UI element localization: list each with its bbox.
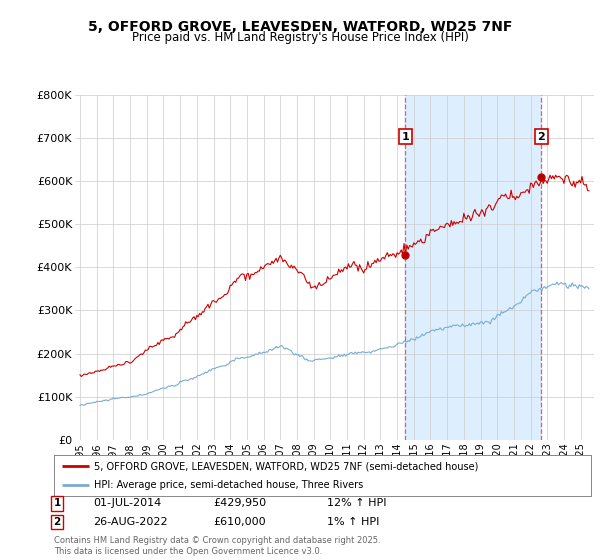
- Text: 26-AUG-2022: 26-AUG-2022: [93, 517, 167, 527]
- Text: 1: 1: [401, 132, 409, 142]
- Text: 12% ↑ HPI: 12% ↑ HPI: [327, 498, 386, 508]
- Text: 1: 1: [53, 498, 61, 508]
- Text: 01-JUL-2014: 01-JUL-2014: [93, 498, 161, 508]
- Text: £610,000: £610,000: [213, 517, 266, 527]
- Text: Contains HM Land Registry data © Crown copyright and database right 2025.
This d: Contains HM Land Registry data © Crown c…: [54, 536, 380, 556]
- Text: 1% ↑ HPI: 1% ↑ HPI: [327, 517, 379, 527]
- Text: 2: 2: [538, 132, 545, 142]
- Text: HPI: Average price, semi-detached house, Three Rivers: HPI: Average price, semi-detached house,…: [94, 480, 364, 489]
- Text: 5, OFFORD GROVE, LEAVESDEN, WATFORD, WD25 7NF: 5, OFFORD GROVE, LEAVESDEN, WATFORD, WD2…: [88, 20, 512, 34]
- Bar: [406, 95, 541, 440]
- Text: 2: 2: [53, 517, 61, 527]
- Text: 5, OFFORD GROVE, LEAVESDEN, WATFORD, WD25 7NF (semi-detached house): 5, OFFORD GROVE, LEAVESDEN, WATFORD, WD2…: [94, 461, 479, 471]
- Text: £429,950: £429,950: [213, 498, 266, 508]
- Text: Price paid vs. HM Land Registry's House Price Index (HPI): Price paid vs. HM Land Registry's House …: [131, 31, 469, 44]
